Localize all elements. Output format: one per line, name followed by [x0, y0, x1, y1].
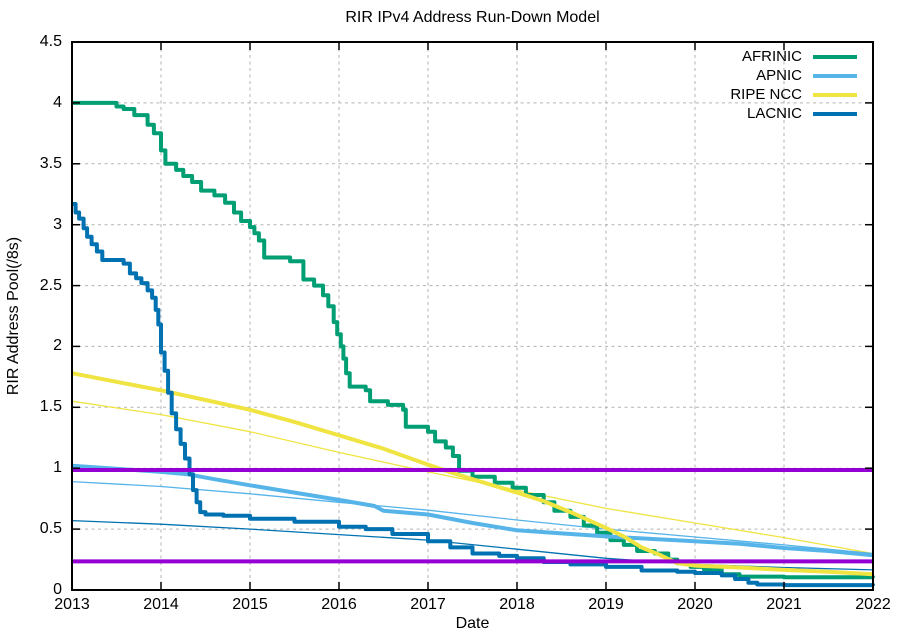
series-apnic: [71, 463, 874, 558]
y-tick-label: 3: [53, 215, 62, 233]
x-tick-label: 2022: [855, 596, 891, 613]
x-tick-label: 2020: [677, 596, 713, 613]
series-afrinic: [72, 100, 875, 580]
series-ripe-ncc: [71, 371, 874, 577]
legend-item-afrinic: AFRINIC: [640, 47, 857, 66]
y-tick-label: 1.5: [39, 398, 62, 416]
legend-item-lacnic: LACNIC: [640, 104, 857, 123]
x-tick-label: 2013: [54, 596, 90, 613]
legend-label-ripencc: RIPE NCC: [730, 86, 802, 103]
legend-item-ripencc: RIPE NCC: [640, 85, 857, 104]
legend: AFRINIC APNIC RIPE NCC LACNIC: [640, 47, 857, 123]
series-apnic-model: [71, 480, 874, 555]
y-tick-label: 0.5: [39, 520, 62, 538]
x-tick-label: 2016: [321, 596, 357, 613]
legend-swatch-apnic: [813, 73, 857, 78]
y-tick-label: 1: [53, 459, 62, 477]
threshold-lines: [72, 468, 873, 564]
legend-swatch-ripencc: [813, 92, 857, 97]
y-axis-label: RIR Address Pool(/8s): [5, 236, 22, 396]
legend-label-afrinic: AFRINIC: [742, 48, 802, 65]
x-tick-label: 2014: [143, 596, 179, 613]
legend-label-apnic: APNIC: [756, 67, 802, 84]
y-tick-label: 4: [53, 93, 62, 111]
axis-ticks: [71, 41, 874, 591]
x-tick-label: 2017: [410, 596, 446, 613]
series-lacnic: [72, 202, 875, 588]
legend-swatch-afrinic: [813, 54, 857, 59]
y-tick-label: 0: [53, 581, 62, 598]
x-axis-label: Date: [455, 615, 490, 632]
axis-frame: [71, 41, 874, 591]
y-tick-label: 2: [53, 337, 62, 355]
legend-item-apnic: APNIC: [640, 66, 857, 85]
y-tick-label: 2.5: [39, 276, 62, 294]
legend-label-lacnic: LACNIC: [746, 105, 802, 122]
x-tick-label: 2021: [766, 596, 802, 613]
y-tick-label: 4.5: [39, 33, 62, 50]
grid: [72, 42, 873, 590]
x-tick-label: 2018: [499, 596, 535, 613]
x-tick-label: 2015: [232, 596, 268, 613]
chart-title: RIR IPv4 Address Run-Down Model: [345, 9, 600, 26]
y-tick-label: 3.5: [39, 154, 62, 172]
legend-swatch-lacnic: [813, 111, 857, 116]
x-tick-label: 2019: [588, 596, 624, 613]
